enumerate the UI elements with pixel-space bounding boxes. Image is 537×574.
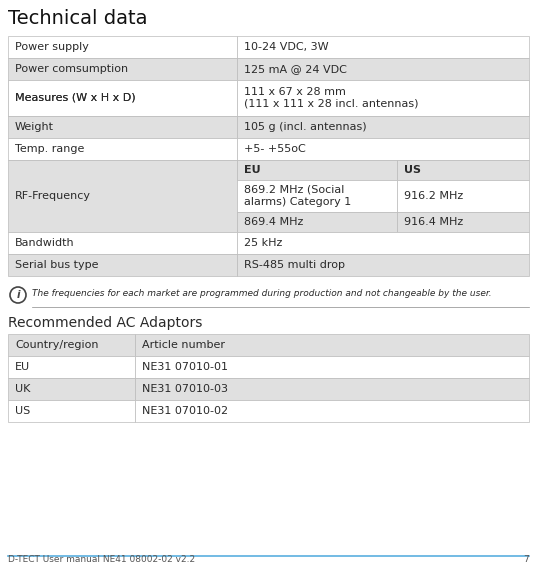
Text: i: i bbox=[16, 290, 20, 300]
Text: Recommended AC Adaptors: Recommended AC Adaptors bbox=[8, 316, 202, 330]
Bar bbox=[8, 378, 135, 400]
Text: 869.2 MHz (Social: 869.2 MHz (Social bbox=[244, 185, 344, 195]
Bar bbox=[397, 180, 529, 212]
Text: Temp. range: Temp. range bbox=[15, 144, 84, 154]
Text: 869.4 MHz: 869.4 MHz bbox=[244, 217, 303, 227]
Text: Country/region: Country/region bbox=[15, 340, 98, 350]
Text: Measures (W x H x D): Measures (W x H x D) bbox=[15, 93, 136, 103]
Text: +5- +55oC: +5- +55oC bbox=[244, 144, 306, 154]
Bar bbox=[135, 356, 529, 378]
Bar bbox=[237, 58, 529, 80]
Bar bbox=[8, 138, 237, 160]
Bar bbox=[8, 80, 237, 116]
Text: Technical data: Technical data bbox=[8, 9, 148, 28]
Bar bbox=[237, 36, 529, 58]
Text: Measures (W x H x D): Measures (W x H x D) bbox=[15, 93, 136, 103]
Text: NE31 07010-03: NE31 07010-03 bbox=[142, 384, 228, 394]
Bar bbox=[237, 116, 529, 138]
Bar bbox=[237, 80, 529, 116]
Bar bbox=[237, 160, 397, 180]
Text: 916.4 MHz: 916.4 MHz bbox=[404, 217, 463, 227]
Text: 25 kHz: 25 kHz bbox=[244, 238, 282, 248]
Text: 916.2 MHz: 916.2 MHz bbox=[404, 191, 463, 201]
Text: (111 x 111 x 28 incl. antennas): (111 x 111 x 28 incl. antennas) bbox=[244, 99, 418, 109]
Text: 111 x 67 x 28 mm: 111 x 67 x 28 mm bbox=[244, 87, 346, 97]
Text: 10-24 VDC, 3W: 10-24 VDC, 3W bbox=[244, 42, 329, 52]
Text: D-TECT User manual NE41 08002-02 v2.2: D-TECT User manual NE41 08002-02 v2.2 bbox=[8, 555, 195, 564]
Text: Serial bus type: Serial bus type bbox=[15, 260, 98, 270]
Bar bbox=[237, 80, 529, 116]
Text: 7: 7 bbox=[523, 555, 529, 564]
Bar bbox=[8, 36, 237, 58]
Bar bbox=[135, 378, 529, 400]
Text: EU: EU bbox=[244, 165, 260, 175]
Text: alarms) Category 1: alarms) Category 1 bbox=[244, 197, 351, 207]
Bar bbox=[237, 232, 529, 254]
Bar bbox=[8, 400, 135, 422]
Bar bbox=[397, 212, 529, 232]
Text: RS-485 multi drop: RS-485 multi drop bbox=[244, 260, 345, 270]
Bar bbox=[8, 254, 237, 276]
Text: UK: UK bbox=[15, 384, 31, 394]
Bar bbox=[135, 334, 529, 356]
Text: NE31 07010-01: NE31 07010-01 bbox=[142, 362, 228, 372]
Text: The frequencies for each market are programmed during production and not changea: The frequencies for each market are prog… bbox=[32, 289, 492, 297]
Text: NE31 07010-02: NE31 07010-02 bbox=[142, 406, 228, 416]
Bar bbox=[237, 212, 397, 232]
Text: Article number: Article number bbox=[142, 340, 225, 350]
Bar bbox=[8, 116, 237, 138]
Bar bbox=[237, 180, 397, 212]
Text: 125 mA @ 24 VDC: 125 mA @ 24 VDC bbox=[244, 64, 347, 74]
Bar bbox=[237, 254, 529, 276]
Text: US: US bbox=[404, 165, 421, 175]
Text: RF-Frequency: RF-Frequency bbox=[15, 191, 91, 201]
Text: Bandwidth: Bandwidth bbox=[15, 238, 75, 248]
Text: Power supply: Power supply bbox=[15, 42, 89, 52]
Text: Weight: Weight bbox=[15, 122, 54, 132]
Text: Power comsumption: Power comsumption bbox=[15, 64, 128, 74]
Bar bbox=[8, 356, 135, 378]
Bar bbox=[8, 58, 237, 80]
Text: 105 g (incl. antennas): 105 g (incl. antennas) bbox=[244, 122, 367, 132]
Bar bbox=[8, 334, 135, 356]
Bar bbox=[8, 80, 237, 116]
Bar bbox=[8, 232, 237, 254]
Text: EU: EU bbox=[15, 362, 30, 372]
Bar bbox=[8, 160, 237, 232]
Bar bbox=[397, 160, 529, 180]
Text: US: US bbox=[15, 406, 30, 416]
Bar bbox=[135, 400, 529, 422]
Bar bbox=[237, 138, 529, 160]
